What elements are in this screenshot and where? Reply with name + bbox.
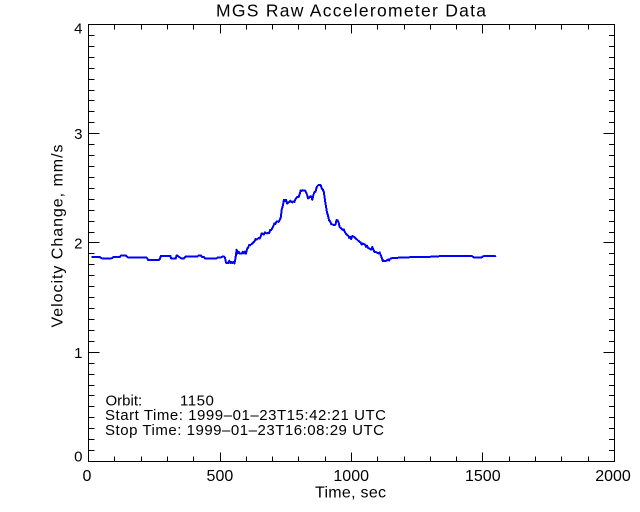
svg-text:Time, sec: Time, sec xyxy=(315,485,386,502)
svg-text:Orbit:: Orbit: xyxy=(106,393,143,410)
svg-text:0: 0 xyxy=(74,449,82,466)
svg-text:MGS Raw Accelerometer Data: MGS Raw Accelerometer Data xyxy=(216,1,486,21)
svg-text:0: 0 xyxy=(83,468,92,485)
svg-text:Velocity Change, mm/s: Velocity Change, mm/s xyxy=(49,145,66,328)
svg-text:1: 1 xyxy=(74,345,82,362)
svg-text:2000: 2000 xyxy=(595,468,631,485)
svg-text:2: 2 xyxy=(74,236,82,253)
svg-text:1150: 1150 xyxy=(180,393,214,410)
svg-text:1500: 1500 xyxy=(465,468,501,485)
svg-text:1000: 1000 xyxy=(333,468,369,485)
svg-text:3: 3 xyxy=(74,126,82,143)
svg-text:Stop Time: 1999–01–23T16:08:29: Stop Time: 1999–01–23T16:08:29 UTC xyxy=(105,422,384,439)
svg-text:4: 4 xyxy=(74,21,82,38)
svg-text:Start Time: 1999–01–23T15:42:2: Start Time: 1999–01–23T15:42:21 UTC xyxy=(105,407,386,424)
svg-text:500: 500 xyxy=(207,468,234,485)
